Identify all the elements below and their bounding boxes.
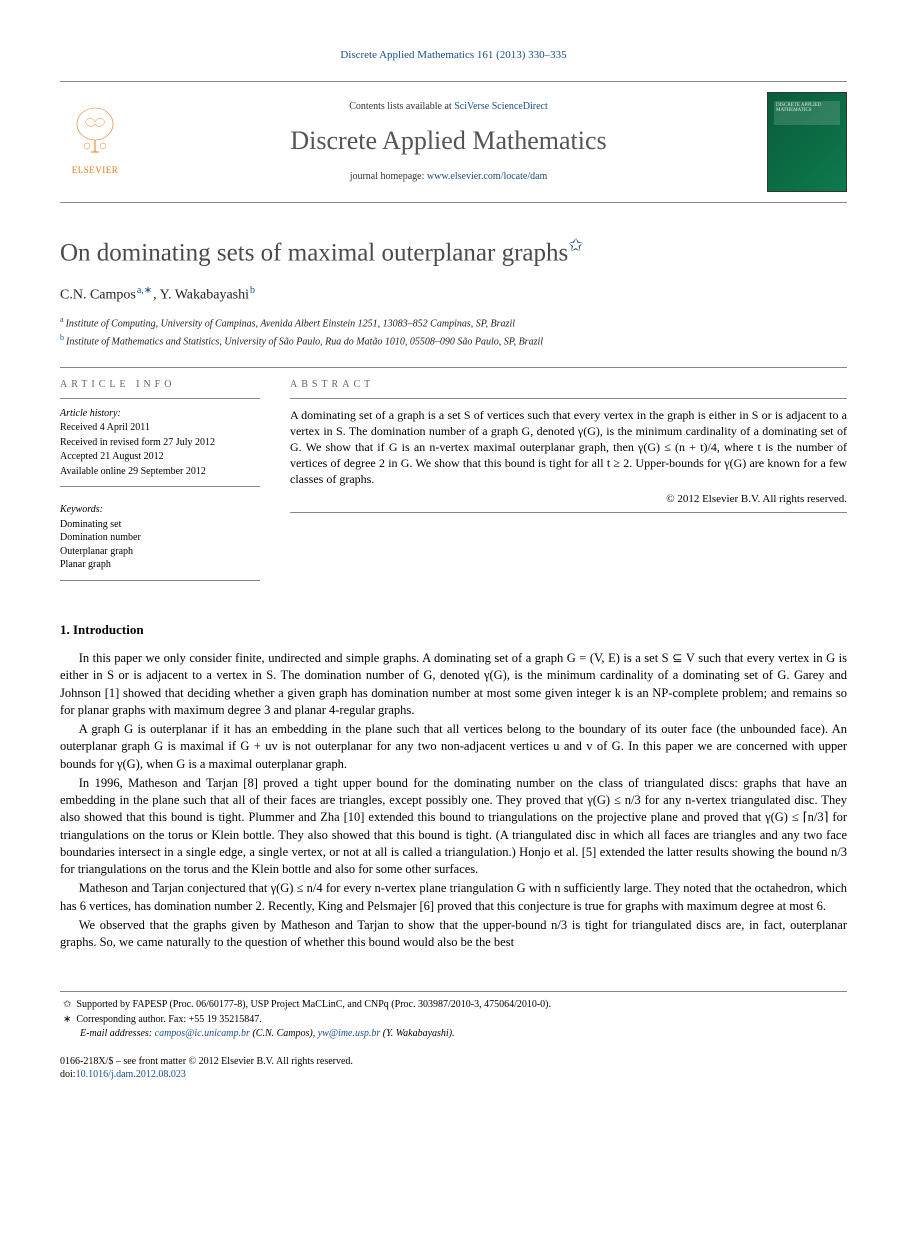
footnote-corresponding: ∗ Corresponding author. Fax: +55 19 3521…: [60, 1013, 847, 1027]
footnote-support: ✩ Supported by FAPESP (Proc. 06/60177-8)…: [60, 998, 847, 1012]
journal-header-box: ELSEVIER Contents lists available at Sci…: [60, 81, 847, 203]
abstract-heading: ABSTRACT: [290, 378, 847, 399]
issn-line: 0166-218X/$ – see front matter © 2012 El…: [60, 1055, 847, 1069]
section-1-title: 1. Introduction: [60, 621, 847, 639]
paper-title: On dominating sets of maximal outerplana…: [60, 233, 847, 270]
abstract-copyright: © 2012 Elsevier B.V. All rights reserved…: [290, 492, 847, 507]
affiliation-a: aInstitute of Computing, University of C…: [60, 315, 847, 331]
elsevier-logo: ELSEVIER: [60, 102, 130, 182]
author-2[interactable]: Y. Wakabayashi: [160, 288, 249, 303]
sciencedirect-link[interactable]: SciVerse ScienceDirect: [454, 101, 548, 112]
email-link-1[interactable]: campos@ic.unicamp.br: [155, 1028, 250, 1039]
contents-line: Contents lists available at SciVerse Sci…: [146, 100, 751, 114]
page-footer: 0166-218X/$ – see front matter © 2012 El…: [60, 1055, 847, 1082]
article-info-heading: ARTICLE INFO: [60, 378, 260, 399]
journal-homepage-link[interactable]: www.elsevier.com/locate/dam: [427, 171, 547, 182]
article-info-column: ARTICLE INFO Article history: Received 4…: [60, 368, 260, 581]
date-received: Received 4 April 2011: [60, 421, 260, 435]
paper-title-text: On dominating sets of maximal outerplana…: [60, 239, 568, 266]
intro-para-5: We observed that the graphs given by Mat…: [60, 917, 847, 952]
contents-prefix: Contents lists available at: [349, 101, 454, 112]
footnote-emails: E-mail addresses: campos@ic.unicamp.br (…: [60, 1027, 847, 1041]
date-revised: Received in revised form 27 July 2012: [60, 436, 260, 450]
date-accepted: Accepted 21 August 2012: [60, 450, 260, 464]
section-introduction: 1. Introduction In this paper we only co…: [60, 621, 847, 952]
footnotes-block: ✩ Supported by FAPESP (Proc. 06/60177-8)…: [60, 991, 847, 1041]
intro-para-4: Matheson and Tarjan conjectured that γ(G…: [60, 880, 847, 915]
journal-cover-thumbnail: DISCRETE APPLIED MATHEMATICS: [767, 92, 847, 192]
intro-para-3: In 1996, Matheson and Tarjan [8] proved …: [60, 775, 847, 879]
affiliation-b: bInstitute of Mathematics and Statistics…: [60, 333, 847, 349]
date-online: Available online 29 September 2012: [60, 465, 260, 479]
authors-line: C.N. Camposa,∗, Y. Wakabayashib: [60, 284, 847, 306]
elsevier-tree-icon: [65, 102, 125, 162]
doi-line: doi:10.1016/j.dam.2012.08.023: [60, 1068, 847, 1082]
homepage-line: journal homepage: www.elsevier.com/locat…: [146, 170, 751, 184]
title-footnote-marker: ✩: [568, 235, 583, 255]
author-2-affil-sup: b: [249, 285, 256, 296]
author-1-affil-sup: a,∗: [136, 285, 153, 296]
author-1[interactable]: C.N. Campos: [60, 288, 136, 303]
running-header: Discrete Applied Mathematics 161 (2013) …: [60, 48, 847, 63]
cover-thumb-text: DISCRETE APPLIED MATHEMATICS: [776, 103, 846, 114]
keyword-1: Dominating set: [60, 518, 260, 532]
doi-link[interactable]: 10.1016/j.dam.2012.08.023: [76, 1069, 186, 1080]
keyword-3: Outerplanar graph: [60, 545, 260, 559]
intro-para-2: A graph G is outerplanar if it has an em…: [60, 721, 847, 773]
keyword-4: Planar graph: [60, 558, 260, 572]
keywords-label: Keywords:: [60, 503, 260, 517]
homepage-prefix: journal homepage:: [350, 171, 427, 182]
keyword-2: Domination number: [60, 531, 260, 545]
journal-name: Discrete Applied Mathematics: [146, 123, 751, 158]
email-link-2[interactable]: yw@ime.usp.br: [318, 1028, 381, 1039]
history-label: Article history:: [60, 407, 260, 421]
abstract-text: A dominating set of a graph is a set S o…: [290, 407, 847, 488]
abstract-column: ABSTRACT A dominating set of a graph is …: [290, 368, 847, 581]
intro-para-1: In this paper we only consider finite, u…: [60, 650, 847, 719]
publisher-name: ELSEVIER: [72, 164, 119, 176]
